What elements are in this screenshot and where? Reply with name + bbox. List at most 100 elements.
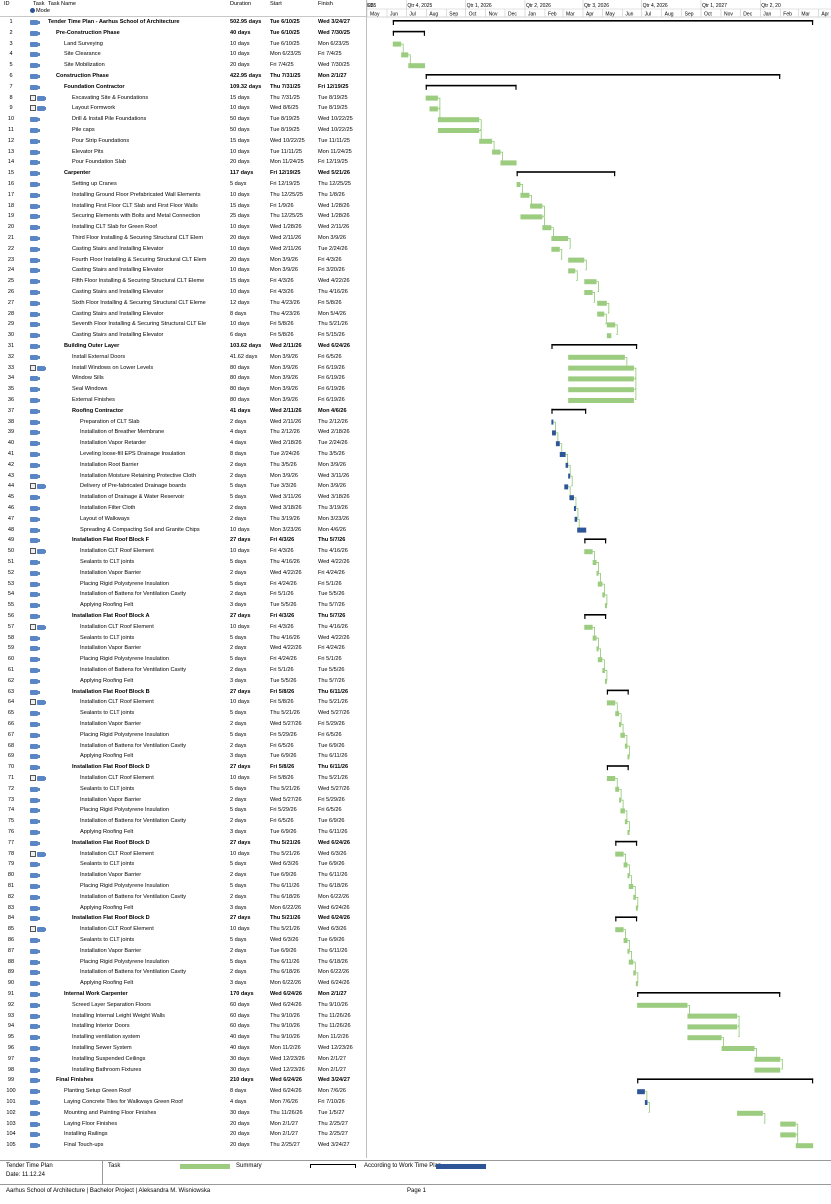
row-finish[interactable]: Thu 2/25/27 (318, 1131, 348, 1138)
row-finish[interactable]: Thu 6/11/26 (318, 753, 348, 760)
row-start[interactable]: Thu 4/23/26 (270, 310, 300, 317)
row-finish[interactable]: Thu 12/25/25 (318, 181, 351, 187)
task-mode-cell[interactable] (30, 341, 46, 354)
row-task-name[interactable]: Preparation of CLT Slab (80, 418, 140, 425)
table-row[interactable]: 68 Installation of Battens for Ventilatio… (0, 741, 366, 752)
row-finish[interactable]: Mon 11/24/25 (318, 148, 352, 155)
row-finish[interactable]: Wed 6/24/26 (318, 343, 350, 349)
header-task-name[interactable]: Task Name (48, 1, 76, 7)
row-duration[interactable]: 25 days (230, 213, 250, 220)
table-row[interactable]: 100 Planting Setup Green Roof 8 days Wed 6/… (0, 1086, 366, 1097)
task-mode-cell[interactable] (30, 352, 46, 365)
row-duration[interactable]: 2 days (230, 591, 247, 598)
notes-icon[interactable] (30, 364, 36, 371)
table-row[interactable]: 1 Tender Time Plan - Aarhus School of Arc… (0, 17, 366, 28)
row-task-name[interactable]: Installing CLT Slab for Green Roof (72, 224, 157, 231)
row-finish[interactable]: Thu 4/16/26 (318, 548, 348, 555)
row-task-name[interactable]: Installation CLT Roof Element (80, 699, 154, 706)
row-finish[interactable]: Mon 2/1/27 (318, 1066, 346, 1073)
row-task-name[interactable]: Leveling loose-fill EPS Drainage Insulat… (80, 451, 186, 457)
table-row[interactable]: 41 Leveling loose-fill EPS Drainage Insul… (0, 449, 366, 460)
row-start[interactable]: Fri 4/3/26 (270, 623, 294, 630)
row-duration[interactable]: 60 days (230, 1023, 250, 1030)
row-task-name[interactable]: Installing Bathroom Fixtures (72, 1066, 142, 1073)
table-row[interactable]: 53 Placing Rigid Polystyrene Insulation 5 … (0, 579, 366, 590)
row-duration[interactable]: 80 days (230, 397, 250, 403)
table-row[interactable]: 72 Sealants to CLT joints 5 days Thu 5/21/2… (0, 784, 366, 795)
table-row[interactable]: 60 Placing Rigid Polystyrene Insulation 5 … (0, 654, 366, 665)
row-duration[interactable]: 5 days (230, 785, 247, 792)
row-duration[interactable]: 30 days (230, 1109, 250, 1116)
task-mode-cell[interactable] (30, 244, 46, 257)
task-mode-cell[interactable] (30, 157, 46, 170)
row-finish[interactable]: Wed 12/23/26 (318, 1045, 353, 1051)
task-mode-cell[interactable] (30, 201, 46, 214)
row-duration[interactable]: 2 days (230, 472, 247, 479)
table-row[interactable]: 29 Seventh Floor Installing & Securing St… (0, 319, 366, 330)
row-start[interactable]: Fri 5/8/26 (270, 699, 294, 706)
row-finish[interactable]: Wed 6/3/26 (318, 926, 347, 933)
row-start[interactable]: Tue 6/9/26 (270, 829, 297, 835)
task-mode-cell[interactable] (30, 859, 46, 872)
row-task-name[interactable]: External Finishes (72, 397, 115, 403)
notes-icon[interactable] (30, 483, 36, 490)
row-task-name[interactable]: Installation of Battens for Ventilation … (80, 818, 187, 825)
row-start[interactable]: Thu 3/5/26 (270, 461, 297, 468)
table-row[interactable]: 34 Window Sills 80 days Mon 3/9/26 Fri 6/19/… (0, 373, 366, 384)
row-duration[interactable]: 41 days (230, 407, 251, 414)
task-mode-cell[interactable] (30, 265, 46, 278)
task-mode-cell[interactable] (30, 838, 46, 851)
row-task-name[interactable]: Installation of Battens for Ventilation … (80, 893, 187, 900)
row-start[interactable]: Tue 6/9/26 (270, 753, 297, 760)
row-finish[interactable]: Thu 6/18/26 (318, 958, 348, 965)
row-task-name[interactable]: Laying Floor Finishes (64, 1120, 118, 1127)
row-start[interactable]: Mon 11/24/25 (270, 159, 304, 166)
task-mode-cell[interactable] (30, 643, 46, 656)
row-finish[interactable]: Mon 3/9/26 (318, 235, 346, 241)
task-mode-cell[interactable] (30, 697, 46, 710)
row-finish[interactable]: Thu 6/11/26 (318, 829, 348, 835)
row-duration[interactable]: 5 days (230, 656, 247, 663)
row-duration[interactable]: 30 days (230, 1066, 250, 1073)
row-start[interactable]: Thu 4/16/26 (270, 634, 300, 641)
row-duration[interactable]: 10 days (230, 148, 250, 155)
task-mode-cell[interactable] (30, 849, 46, 862)
row-start[interactable]: Wed 4/22/26 (270, 645, 302, 652)
row-task-name[interactable]: Building Outer Layer (64, 343, 120, 349)
row-start[interactable]: Wed 2/11/26 (270, 418, 302, 425)
row-duration[interactable]: 5 days (230, 634, 247, 641)
row-task-name[interactable]: Installation Filter Cloth (80, 505, 136, 511)
row-start[interactable]: Fri 5/1/26 (270, 591, 294, 598)
row-duration[interactable]: 3 days (230, 753, 247, 760)
row-start[interactable]: Fri 5/8/26 (270, 764, 295, 771)
row-task-name[interactable]: Applying Roofing Felt (80, 980, 134, 987)
row-task-name[interactable]: Sixth Floor Installing & Securing Struct… (72, 299, 206, 306)
task-mode-cell[interactable] (30, 395, 46, 408)
row-finish[interactable]: Wed 3/11/26 (318, 472, 350, 479)
table-row[interactable]: 71 Installation CLT Roof Element 10 days Fr… (0, 773, 366, 784)
row-duration[interactable]: 10 days (230, 245, 250, 252)
table-row[interactable]: 24 Casting Stairs and Installing Elevator… (0, 265, 366, 276)
row-duration[interactable]: 2 days (230, 645, 247, 652)
row-start[interactable]: Thu 12/25/25 (270, 213, 303, 220)
task-mode-cell[interactable] (30, 978, 46, 991)
task-mode-cell[interactable] (30, 481, 46, 494)
row-finish[interactable]: Fri 5/1/26 (318, 656, 342, 663)
row-start[interactable]: Thu 5/21/26 (270, 839, 301, 846)
table-row[interactable]: 38 Preparation of CLT Slab 2 days Wed 2/11/… (0, 417, 366, 428)
row-start[interactable]: Mon 3/9/26 (270, 375, 298, 382)
row-start[interactable]: Thu 3/19/26 (270, 515, 300, 522)
row-start[interactable]: Wed 2/11/26 (270, 343, 302, 349)
row-start[interactable]: Mon 3/9/26 (270, 267, 298, 274)
row-task-name[interactable]: Placing Rigid Polystyrene Insulation (80, 807, 169, 814)
row-duration[interactable]: 10 days (230, 775, 250, 781)
task-mode-cell[interactable] (30, 989, 46, 1002)
row-finish[interactable]: Fri 6/5/26 (318, 807, 342, 814)
row-task-name[interactable]: Placing Rigid Polystyrene Insulation (80, 883, 169, 889)
task-mode-cell[interactable] (30, 881, 46, 894)
row-task-name[interactable]: Installation of Battens for Ventilation … (80, 969, 187, 976)
row-duration[interactable]: 50 days (230, 127, 250, 133)
row-task-name[interactable]: Installation Flat Roof Block D (72, 839, 150, 846)
header-finish[interactable]: Finish (318, 1, 333, 7)
table-row[interactable]: 36 External Finishes 80 days Mon 3/9/26 Fri … (0, 395, 366, 406)
